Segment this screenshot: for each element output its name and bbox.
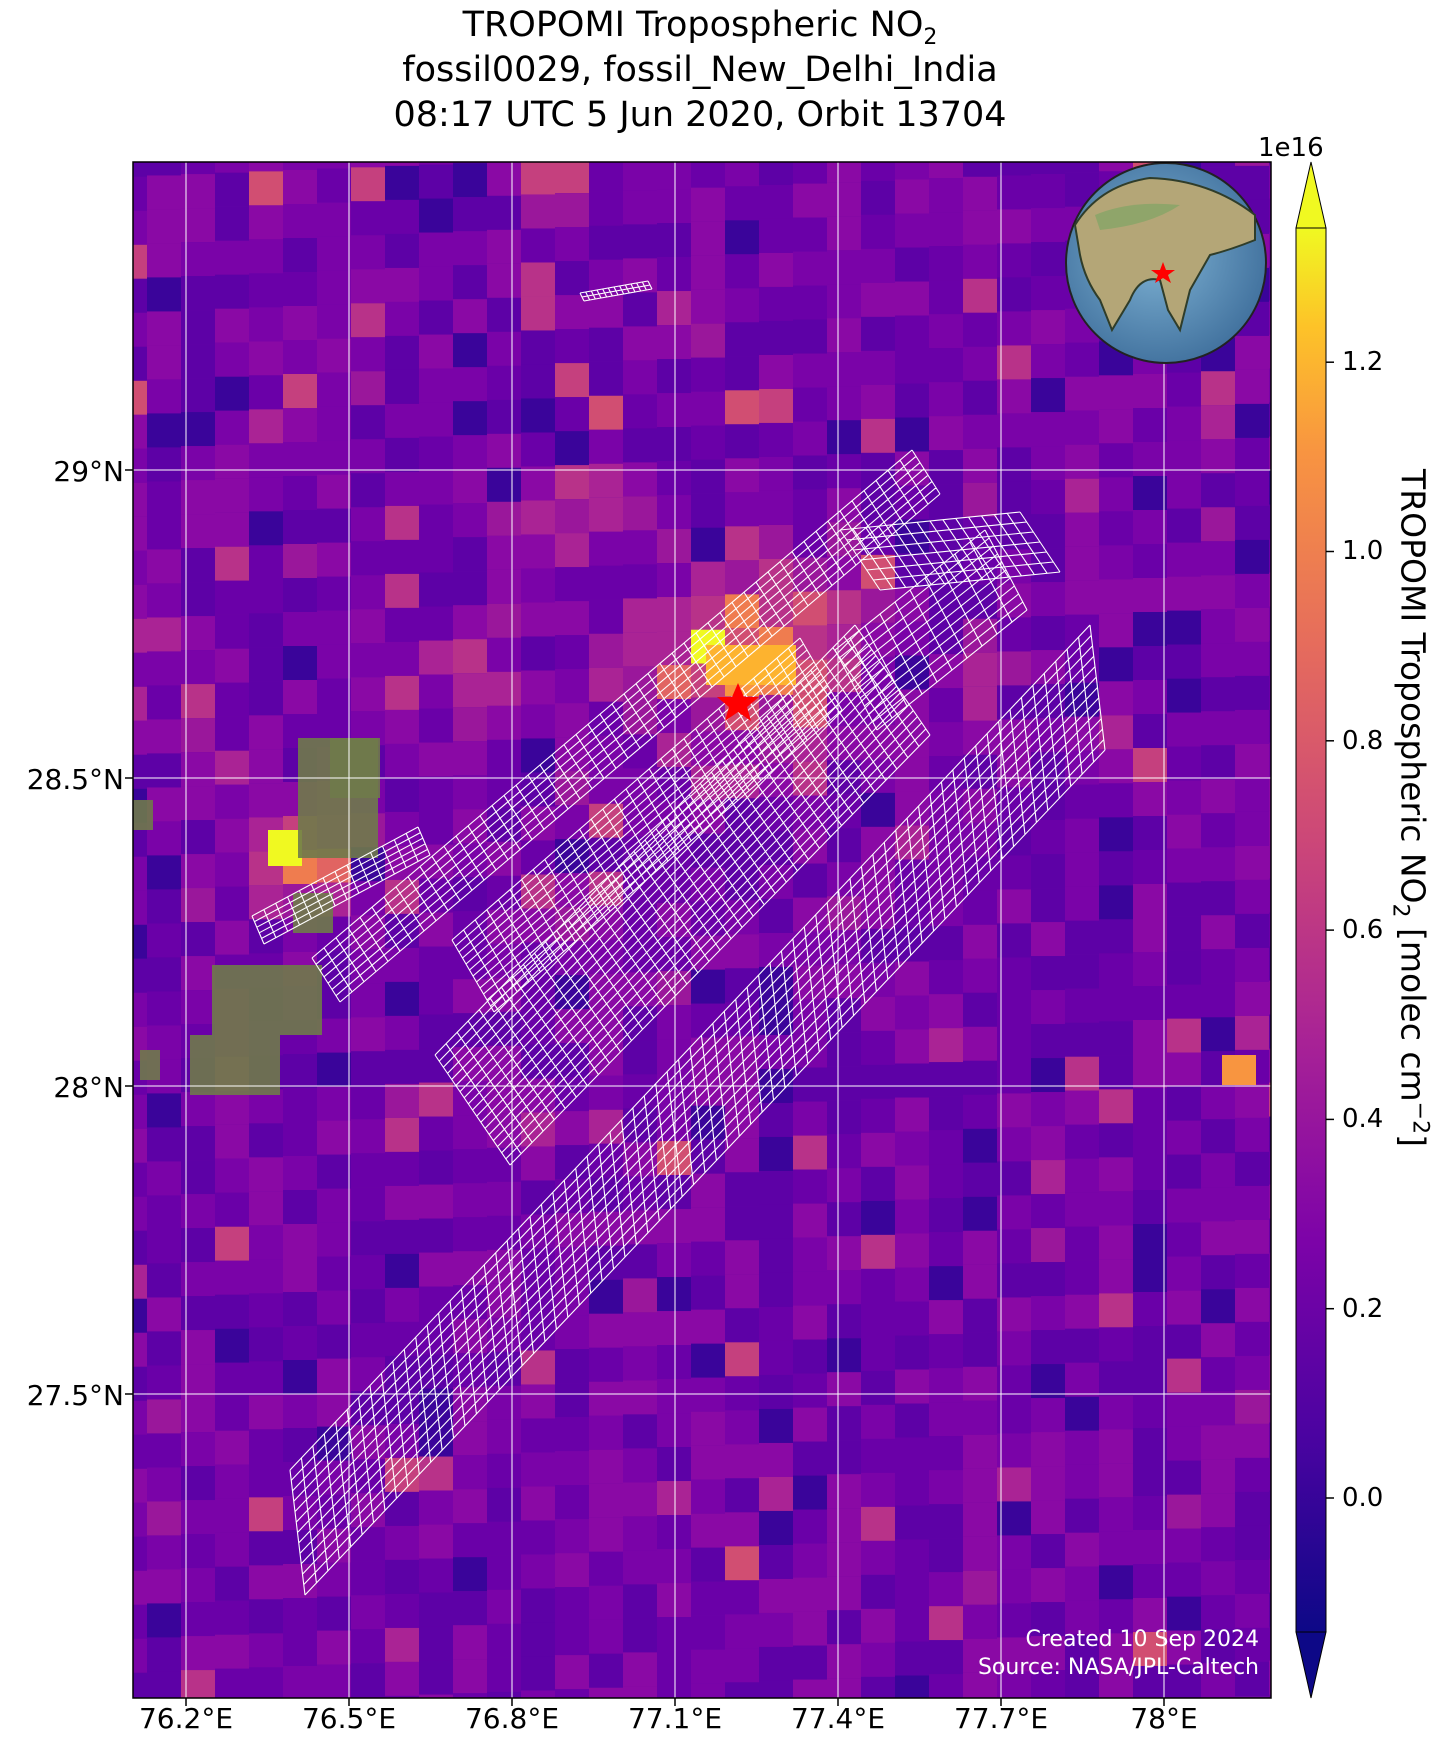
colorbar-tick-0-6: 0.6 [1342, 915, 1384, 945]
colorbar-tick-1-0: 1.0 [1342, 536, 1384, 566]
globe-icon [1065, 162, 1267, 364]
colorbar-tick-1-2: 1.2 [1342, 347, 1384, 377]
swath-mesh [579, 280, 653, 302]
swath-mesh [834, 529, 1028, 731]
colorbar-label-sub: 2 [1387, 903, 1413, 918]
map-gridlines [133, 162, 1271, 1698]
swath-mesh [434, 624, 931, 1166]
title-text: TROPOMI Tropospheric NO [462, 5, 924, 45]
lon-tick-78: 78°E [1130, 1702, 1198, 1735]
map-panel [132, 161, 1272, 1699]
colorbar-label-main: TROPOMI Tropospheric NO [1393, 469, 1433, 904]
lat-tick-27-5: 27.5°N [26, 1379, 124, 1412]
title-subscript: 2 [923, 25, 938, 50]
colorbar-exponent: 1e16 [1258, 133, 1324, 163]
lat-tick-29: 29°N [53, 455, 124, 488]
lon-tick-77-7: 77.7°E [953, 1702, 1049, 1735]
swath-mesh [311, 449, 941, 1003]
colorbar-tick-0-2: 0.2 [1342, 1294, 1384, 1324]
source-credit: Source: NASA/JPL-Caltech [977, 1655, 1259, 1680]
swath-mesh [451, 637, 843, 1013]
colorbar-label-units: [molec cm [1393, 917, 1433, 1102]
lon-tick-76-8: 76.8°E [464, 1702, 560, 1735]
lat-tick-28-5: 28.5°N [26, 763, 124, 796]
observation-swaths [251, 280, 1106, 1596]
lon-tick-76-5: 76.5°E [301, 1702, 397, 1735]
lat-tick-28: 28°N [53, 1071, 124, 1104]
lon-tick-77-4: 77.4°E [790, 1702, 886, 1735]
plot-title: TROPOMI Tropospheric NO2 [0, 5, 1400, 58]
colorbar-label-sup: −2 [1407, 1101, 1433, 1135]
colorbar-tick-0-0: 0.0 [1342, 1483, 1384, 1513]
swath-mesh [251, 826, 431, 945]
colorbar-label-close: ] [1393, 1134, 1433, 1147]
lon-tick-76-2: 76.2°E [138, 1702, 234, 1735]
plot-subtitle-site: fossil0029, fossil_New_Delhi_India [402, 50, 998, 90]
colorbar [1295, 161, 1334, 1699]
colorbar-tick-0-4: 0.4 [1342, 1104, 1384, 1134]
site-marker-red-star [717, 683, 759, 721]
lon-tick-77-1: 77.1°E [627, 1702, 723, 1735]
colorbar-tick-0-8: 0.8 [1342, 726, 1384, 756]
colorbar-label: TROPOMI Tropospheric NO2 [molec cm−2] [1388, 469, 1433, 1147]
plot-subtitle-time: 08:17 UTC 5 Jun 2020, Orbit 13704 [393, 95, 1007, 135]
created-date: Created 10 Sep 2024 [1025, 1627, 1260, 1652]
